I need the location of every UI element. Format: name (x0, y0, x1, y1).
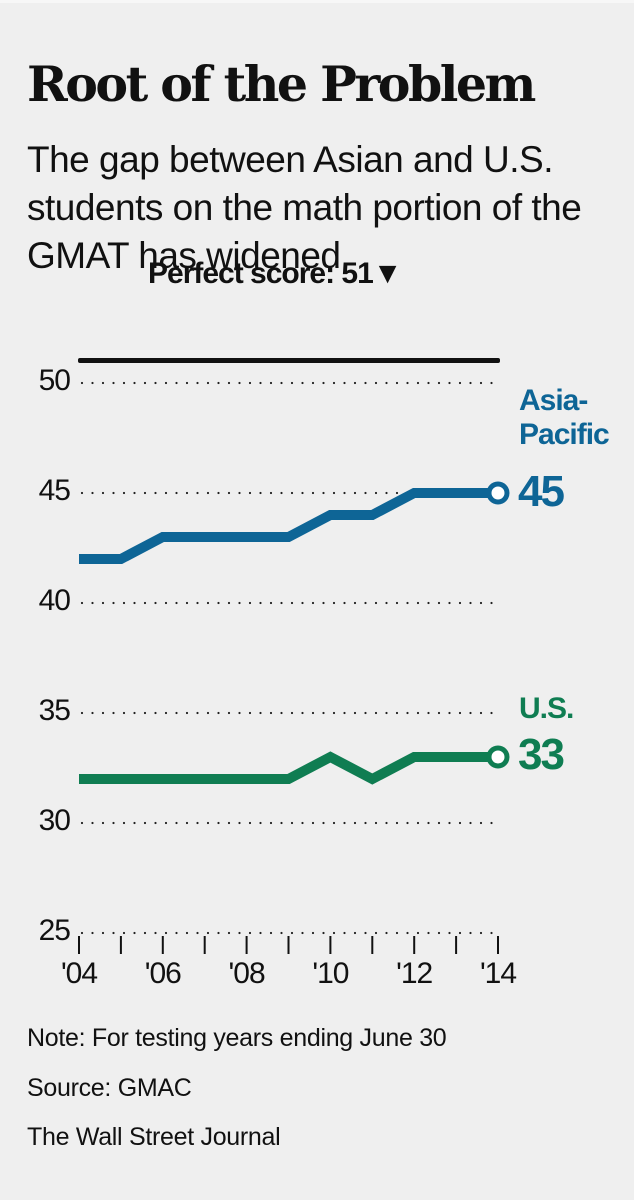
series-end-marker (486, 481, 510, 505)
x-tick-label: '04 (60, 957, 98, 990)
perfect-score-rule (78, 358, 500, 363)
y-tick-label: 40 (38, 584, 71, 617)
series-line (79, 751, 498, 785)
footnote: Note: For testing years ending June 30 (27, 1024, 447, 1052)
source: Source: GMAC (27, 1074, 192, 1102)
y-tick-label: 35 (38, 694, 71, 727)
x-tick-label: '10 (312, 957, 349, 990)
x-tick-label: '08 (228, 957, 266, 990)
asia-label-line1: Asia- (519, 384, 588, 417)
us-end-value: 33 (518, 730, 565, 779)
x-tick-label: '12 (396, 957, 433, 990)
series-end-marker (486, 745, 510, 769)
y-tick-label: 30 (38, 804, 71, 837)
credit: The Wall Street Journal (27, 1123, 281, 1151)
y-tick-label: 25 (38, 914, 71, 947)
chart-title: Root of the Problem (27, 55, 536, 113)
series-line (79, 488, 498, 564)
x-tick-label: '14 (479, 957, 517, 990)
asia-pacific-end-value: 45 (518, 467, 565, 516)
y-tick-label: 50 (38, 364, 71, 397)
asia-pacific-label: Asia- Pacific (519, 384, 610, 452)
chart-subtitle: The gap between Asian and U.S. students … (27, 139, 582, 276)
us-label: U.S. (519, 692, 574, 725)
top-border (0, 0, 634, 3)
x-tick-label: '06 (144, 957, 182, 990)
asia-label-line2: Pacific (519, 418, 610, 451)
perfect-score-annotation: Perfect score: 51▼ (148, 257, 402, 290)
y-tick-label: 45 (38, 474, 71, 507)
